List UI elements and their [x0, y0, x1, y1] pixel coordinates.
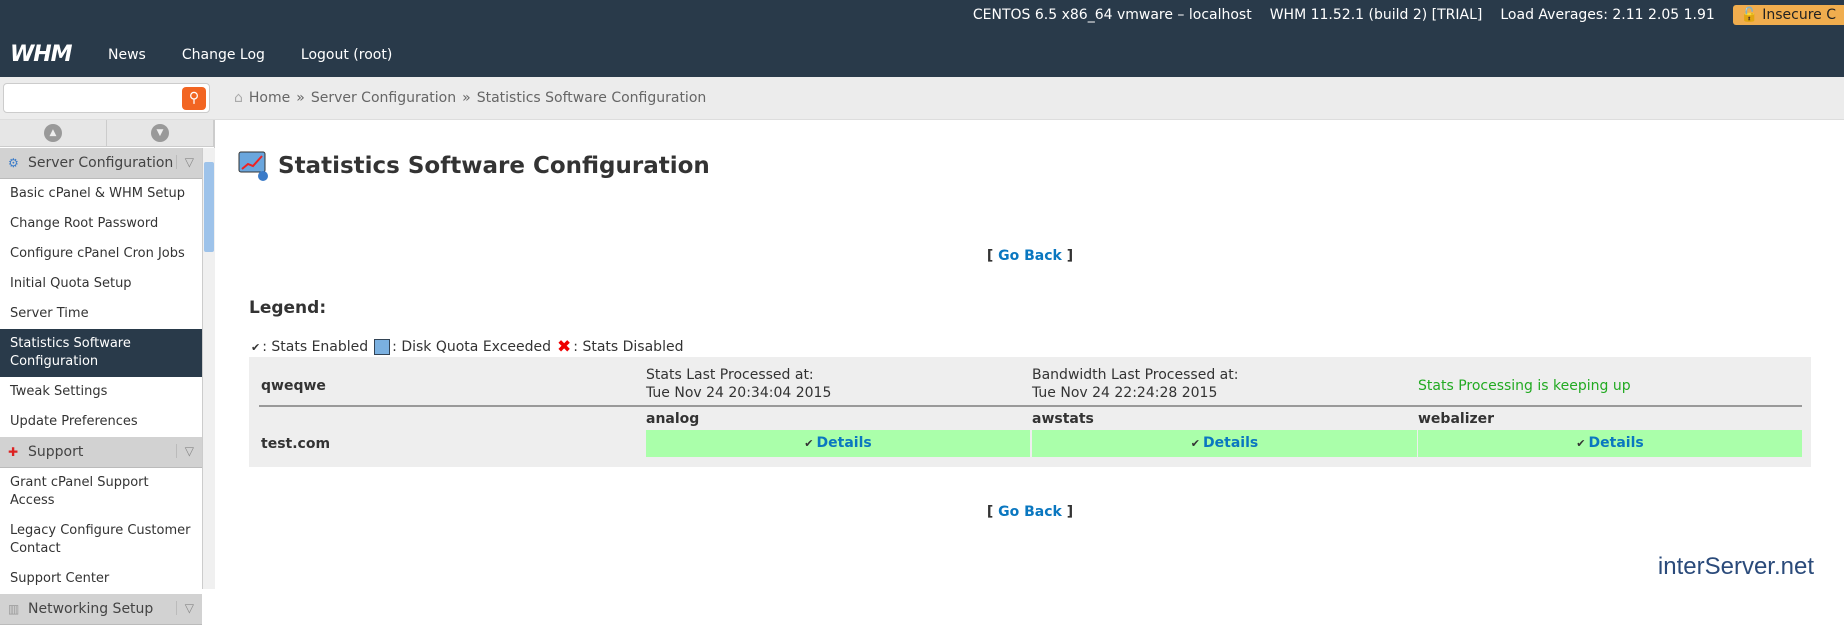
domain-name: test.com: [261, 436, 331, 452]
program-webalizer: webalizer: [1418, 411, 1495, 427]
awstats-status-cell: ✔ Details: [1032, 430, 1417, 457]
bandwidth-label: Bandwidth Last Processed at:: [1032, 367, 1239, 383]
search-icon: ⚲: [188, 90, 200, 106]
program-analog: analog: [646, 411, 700, 427]
home-icon: ⌂: [234, 90, 243, 106]
legend-title: Legend:: [249, 298, 327, 318]
load-averages: Load Averages: 2.11 2.05 1.91: [1500, 7, 1715, 23]
floppy-disk-icon: [374, 339, 391, 355]
bandwidth-time: Tue Nov 24 22:24:28 2015: [1032, 385, 1218, 401]
insecure-connection-button[interactable]: 🔓 Insecure C: [1732, 5, 1844, 25]
sidebar: ▲ ▼ ⚙ Server Configuration ▽ Basic cPanel …: [0, 120, 215, 625]
sidebar-section-support[interactable]: ✚ Support ▽: [0, 437, 202, 468]
check-icon: ✔: [1190, 437, 1201, 450]
program-awstats: awstats: [1032, 411, 1094, 427]
sidebar-item[interactable]: Server Time: [10, 306, 89, 321]
legend: ✔: Stats Enabled : Disk Quota Exceeded ✖…: [251, 337, 684, 357]
unlock-icon: 🔓: [1740, 7, 1759, 23]
sidebar-section-server-configuration[interactable]: ⚙ Server Configuration ▽: [0, 148, 202, 179]
check-icon: ✔: [1576, 437, 1586, 450]
page-title: Statistics Software Configuration: [278, 153, 710, 179]
search-input[interactable]: ⚲: [3, 83, 210, 113]
arrow-down-icon: ▼: [151, 124, 169, 142]
sidebar-item[interactable]: Update Preferences: [10, 414, 138, 429]
sidebar-item[interactable]: Change Root Password: [10, 216, 159, 231]
stats-label: Stats Last Processed at:: [646, 367, 814, 383]
statistics-icon: [238, 151, 268, 181]
user-name: qweqwe: [261, 378, 326, 394]
server-info: CENTOS 6.5 x86_64 vmware – localhost: [972, 7, 1252, 23]
nav-logout[interactable]: Logout (root): [300, 47, 393, 63]
nav-news[interactable]: News: [108, 47, 146, 63]
go-back-link[interactable]: Go Back: [998, 504, 1062, 520]
network-icon: ▥: [8, 602, 20, 616]
analog-status-cell: ✔ Details: [646, 430, 1030, 457]
search-button[interactable]: ⚲: [182, 87, 206, 110]
check-icon: ✔: [804, 437, 814, 450]
version-info: WHM 11.52.1 (build 2) [TRIAL]: [1269, 7, 1483, 23]
go-back-bottom: [ Go Back ]: [986, 504, 1074, 520]
analog-details-link[interactable]: Details: [816, 435, 872, 451]
sidebar-item[interactable]: Grant cPanel Support Access: [10, 475, 149, 508]
scrollbar-thumb[interactable]: [204, 162, 214, 252]
breadcrumb-home[interactable]: Home: [248, 90, 291, 106]
sidebar-item[interactable]: Initial Quota Setup: [10, 276, 132, 291]
sidebar-section-networking-setup[interactable]: ▥ Networking Setup ▽: [0, 594, 202, 625]
breadcrumb-current: Statistics Software Configuration: [476, 90, 707, 106]
sidebar-item[interactable]: Configure cPanel Cron Jobs: [10, 246, 185, 261]
chevron-down-icon[interactable]: ▽: [175, 601, 194, 615]
scroll-up-button[interactable]: ▲: [0, 120, 107, 146]
whm-logo[interactable]: WHM: [10, 42, 73, 67]
check-icon: ✔: [251, 340, 261, 354]
chevron-down-icon[interactable]: ▽: [175, 444, 194, 458]
gear-server-icon: ⚙: [8, 156, 19, 170]
stats-time: Tue Nov 24 20:34:04 2015: [646, 385, 832, 401]
webalizer-status-cell: ✔ Details: [1418, 430, 1802, 457]
main-content: Statistics Software Configuration [ Go B…: [216, 120, 1844, 589]
lifebuoy-icon: ✚: [8, 445, 19, 459]
sidebar-item[interactable]: Support Center: [10, 571, 110, 586]
awstats-details-link[interactable]: Details: [1203, 435, 1259, 451]
breadcrumb-bar: ⚲ ⌂ Home» Server Configuration» Statisti…: [0, 77, 1844, 120]
sidebar-item[interactable]: Tweak Settings: [10, 384, 108, 399]
sidebar-item[interactable]: Basic cPanel & WHM Setup: [10, 186, 185, 201]
webalizer-details-link[interactable]: Details: [1588, 435, 1644, 451]
stats-table: qweqwe Stats Last Processed at: Tue Nov …: [249, 357, 1811, 467]
sidebar-scrollbar[interactable]: [202, 148, 215, 589]
processing-status: Stats Processing is keeping up: [1418, 378, 1631, 394]
interserver-logo: interServer.net: [1657, 553, 1814, 580]
scroll-down-button[interactable]: ▼: [107, 120, 214, 146]
nav-change-log[interactable]: Change Log: [181, 47, 265, 63]
chevron-down-icon[interactable]: ▽: [175, 155, 194, 169]
go-back-link[interactable]: Go Back: [998, 248, 1062, 264]
divider: [259, 405, 1802, 407]
red-x-icon: ✖: [557, 337, 572, 357]
sidebar-item-active[interactable]: Statistics Software Configuration: [0, 329, 202, 377]
breadcrumb: ⌂ Home» Server Configuration» Statistics…: [234, 90, 707, 106]
arrow-up-icon: ▲: [44, 124, 62, 142]
go-back-top: [ Go Back ]: [986, 248, 1074, 264]
sidebar-item[interactable]: Legacy Configure Customer Contact: [10, 523, 191, 556]
breadcrumb-server-configuration[interactable]: Server Configuration: [310, 90, 457, 106]
top-bar: CENTOS 6.5 x86_64 vmware – localhost WHM…: [0, 0, 1844, 77]
